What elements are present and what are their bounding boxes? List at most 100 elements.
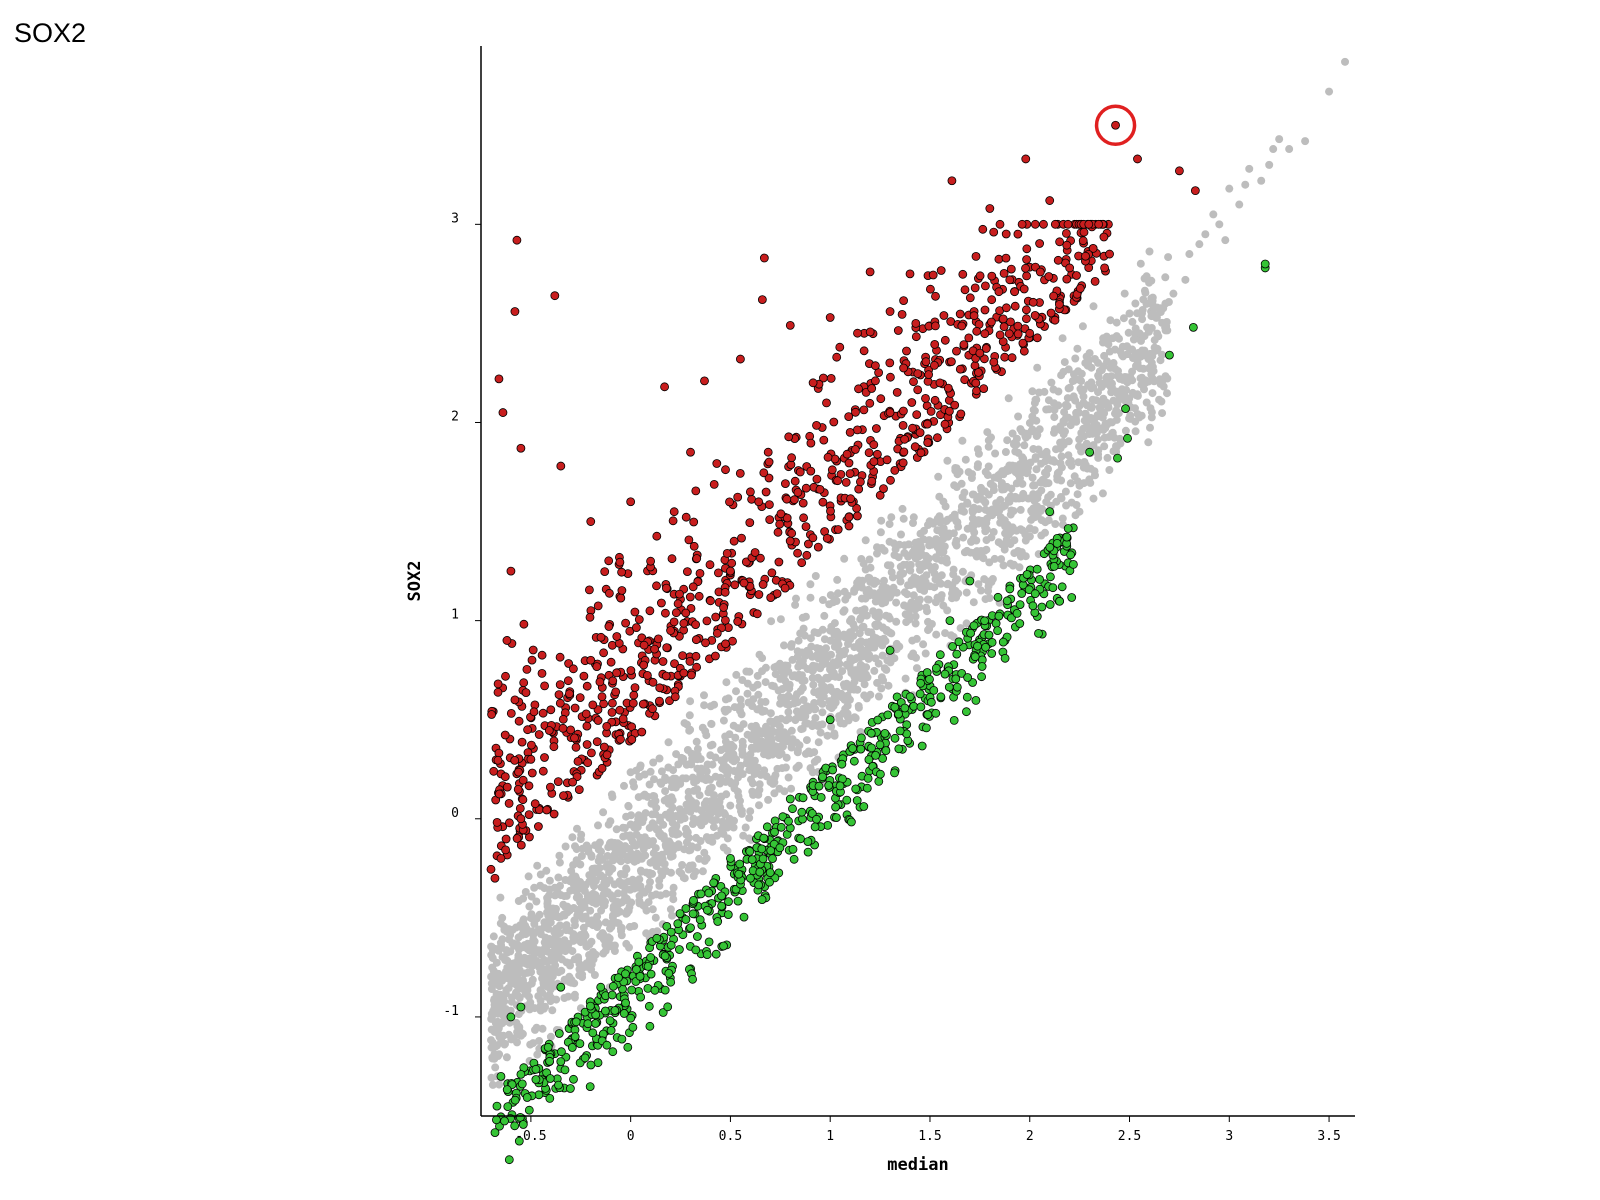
point-down <box>704 937 714 947</box>
point-down <box>909 701 919 711</box>
point-down <box>688 909 698 919</box>
point-down <box>522 1093 532 1102</box>
point-unchanged <box>1185 250 1194 259</box>
point-unchanged <box>1161 299 1170 308</box>
point-up <box>678 651 687 660</box>
point-up <box>785 320 795 330</box>
point-up <box>512 834 522 843</box>
point-down <box>828 765 837 775</box>
point-down <box>734 869 744 879</box>
point-up <box>645 606 655 616</box>
point-up <box>1028 297 1038 307</box>
point-down <box>704 888 714 898</box>
point-unchanged <box>1221 236 1230 245</box>
point-down <box>818 772 827 782</box>
point-down <box>1113 453 1122 463</box>
point-up <box>1175 166 1184 176</box>
point-up <box>518 795 528 805</box>
point-up <box>765 515 775 524</box>
point-up <box>1013 321 1023 331</box>
point-down <box>890 702 900 712</box>
point-up <box>959 340 969 350</box>
point-down <box>776 822 786 832</box>
point-down <box>504 1155 514 1165</box>
point-up <box>1055 299 1064 309</box>
point-up <box>648 677 658 687</box>
point-up <box>588 700 598 710</box>
point-down <box>810 822 820 832</box>
point-up <box>802 550 812 560</box>
point-up <box>632 623 641 632</box>
point-up <box>926 284 935 294</box>
point-down <box>621 998 630 1008</box>
point-up <box>616 734 625 744</box>
point-up <box>930 395 940 405</box>
point-up <box>556 461 566 471</box>
point-up <box>733 617 743 626</box>
point-up <box>995 219 1005 229</box>
point-up <box>617 567 626 577</box>
point-down <box>954 637 964 647</box>
point-down <box>1063 524 1073 533</box>
point-up <box>583 758 593 768</box>
point-down <box>747 855 757 864</box>
point-up <box>727 558 737 568</box>
point-down <box>949 716 959 725</box>
point-up <box>845 427 855 437</box>
point-up <box>599 648 608 658</box>
point-down <box>832 813 841 822</box>
point-up <box>893 326 903 335</box>
point-up <box>845 469 855 479</box>
point-up <box>514 767 523 777</box>
point-down <box>1005 584 1015 594</box>
point-up <box>510 695 520 705</box>
point-down <box>916 678 925 688</box>
point-up <box>652 531 662 541</box>
point-down <box>660 951 670 961</box>
point-up <box>969 311 979 321</box>
point-down <box>862 783 872 793</box>
point-up <box>595 677 605 687</box>
y-tick-label: 0 <box>451 806 459 821</box>
point-up <box>527 655 537 665</box>
point-up <box>885 408 895 417</box>
point-up <box>504 799 514 808</box>
point-down <box>666 977 676 987</box>
point-down <box>666 927 676 937</box>
point-up <box>844 412 854 422</box>
point-up <box>853 328 862 338</box>
point-down <box>689 896 698 905</box>
point-unchanged <box>1109 359 1118 368</box>
point-up <box>494 374 504 384</box>
point-up <box>833 525 843 534</box>
point-up <box>685 592 695 602</box>
point-down <box>875 740 885 750</box>
point-down <box>1032 564 1042 574</box>
point-down <box>945 616 955 626</box>
point-up <box>879 484 888 494</box>
point-up <box>912 410 922 420</box>
point-up <box>775 519 785 529</box>
point-up <box>668 516 678 526</box>
point-up <box>529 707 539 717</box>
point-up <box>1105 249 1114 259</box>
point-up <box>563 676 573 686</box>
point-down <box>1037 602 1047 612</box>
point-unchanged <box>1235 200 1244 209</box>
point-up <box>930 360 939 370</box>
point-up <box>494 748 504 758</box>
point-down <box>702 950 712 959</box>
page-title: SOX2 <box>14 18 87 48</box>
point-up <box>518 775 528 785</box>
point-up <box>521 688 531 697</box>
point-up <box>859 405 869 415</box>
point-up <box>1081 251 1090 261</box>
point-up <box>911 332 921 342</box>
point-down <box>963 673 972 682</box>
point-up <box>923 419 932 429</box>
point-up <box>793 548 802 558</box>
point-up <box>593 601 603 611</box>
point-up <box>1022 255 1031 264</box>
point-up <box>955 309 965 319</box>
bulk-cloud-points <box>487 247 1173 1089</box>
